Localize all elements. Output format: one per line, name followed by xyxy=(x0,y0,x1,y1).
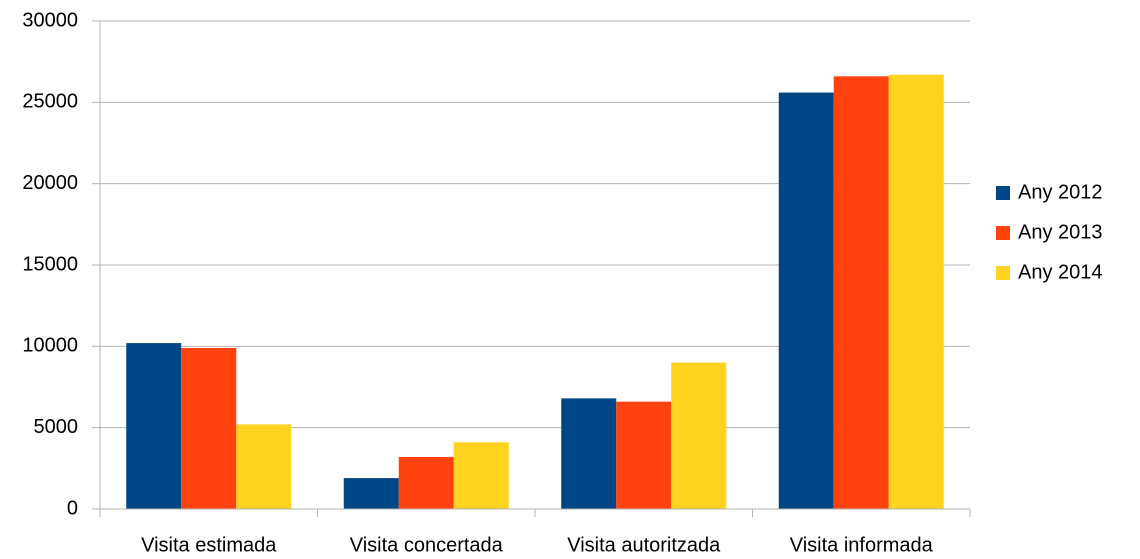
y-tick-label: 0 xyxy=(67,497,78,519)
y-tick-label: 10000 xyxy=(22,335,78,357)
x-tick-label: Visita informada xyxy=(790,534,934,556)
bar xyxy=(671,362,727,509)
y-tick-label: 5000 xyxy=(34,416,79,438)
bar xyxy=(181,347,237,509)
bar xyxy=(561,398,617,509)
bar xyxy=(343,478,399,509)
legend-label: Any 2013 xyxy=(1018,221,1103,243)
bar xyxy=(888,74,944,510)
legend-swatch xyxy=(996,226,1010,240)
bar xyxy=(833,76,889,509)
y-tick-label: 20000 xyxy=(22,172,78,194)
bar xyxy=(616,401,672,509)
x-tick-label: Visita estimada xyxy=(141,534,277,556)
bar xyxy=(453,442,509,509)
y-tick-label: 15000 xyxy=(22,253,78,275)
bar xyxy=(126,343,182,509)
bar xyxy=(398,456,454,509)
legend-swatch xyxy=(996,266,1010,280)
x-tick-label: Visita autoritzada xyxy=(567,534,721,556)
legend-label: Any 2014 xyxy=(1018,261,1103,283)
bar xyxy=(778,92,834,509)
y-tick-label: 30000 xyxy=(22,9,78,31)
legend-label: Any 2012 xyxy=(1018,181,1103,203)
y-tick-label: 25000 xyxy=(22,91,78,113)
legend-swatch xyxy=(996,186,1010,200)
bar xyxy=(236,424,292,509)
x-tick-label: Visita concertada xyxy=(350,534,504,556)
